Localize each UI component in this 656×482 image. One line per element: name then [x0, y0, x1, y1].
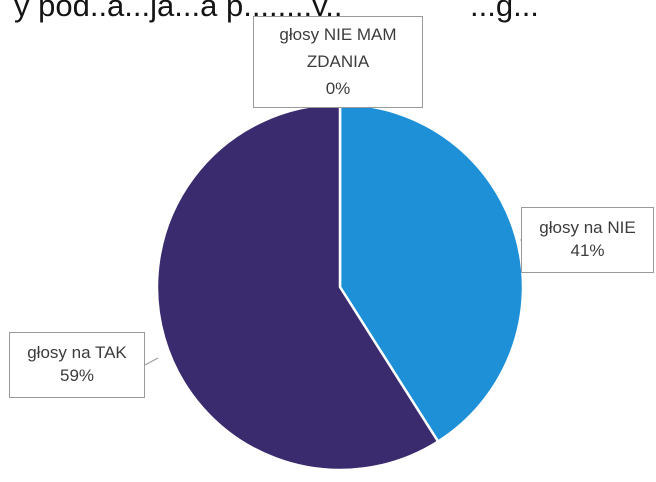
- data-label-category: głosy na TAK: [27, 343, 127, 362]
- data-label-category: głosy NIE MAM: [279, 25, 397, 44]
- pie-slice-tak: [155, 102, 440, 472]
- leader-line-tak: [144, 357, 159, 366]
- data-label-value: 0%: [325, 79, 351, 98]
- data-label-value: 59%: [59, 366, 95, 385]
- data-label-nie: głosy na NIE 41%: [521, 207, 654, 273]
- data-label-category: głosy na NIE: [539, 218, 636, 237]
- data-label-value: 41%: [570, 241, 605, 260]
- header-text-right: ...g...: [470, 0, 539, 23]
- data-label-category-cont: ZDANIA: [306, 52, 370, 71]
- data-label-tak: głosy na TAK 59%: [9, 332, 145, 398]
- data-label-nie-mam-zdania: głosy NIE MAM ZDANIA 0%: [253, 16, 423, 108]
